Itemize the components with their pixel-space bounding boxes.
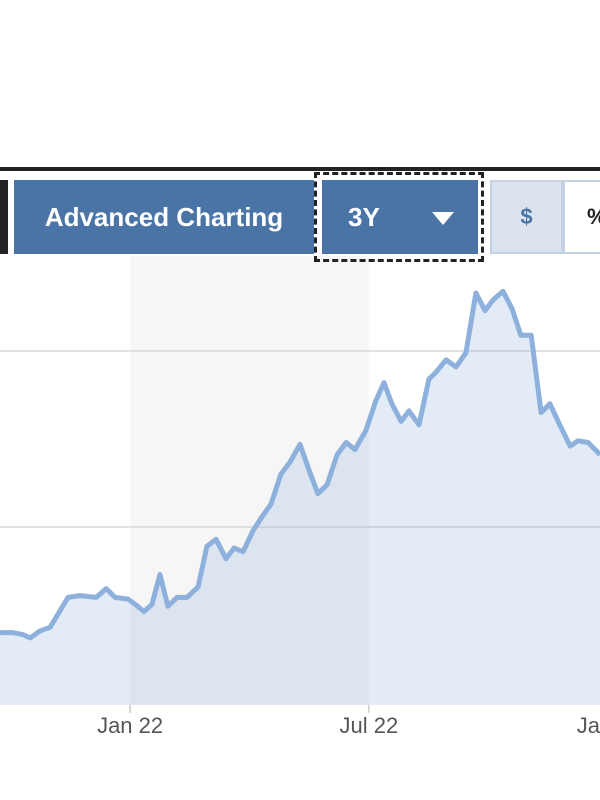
price-line	[0, 288, 600, 641]
percent-button[interactable]: %	[563, 180, 600, 254]
dropdown-arrow	[432, 212, 454, 225]
edge-button[interactable]	[0, 180, 8, 254]
x-tick-label: Jul 22	[339, 713, 398, 738]
range-dropdown[interactable]: 3Y	[322, 180, 478, 254]
focus-outline	[314, 172, 484, 262]
x-tick-label: Jan 22	[97, 713, 163, 738]
dollar-button[interactable]: $	[490, 180, 563, 254]
area-fill	[0, 291, 600, 705]
range-label: 3Y	[348, 201, 380, 232]
toolbar-border	[0, 167, 600, 171]
advanced-charting-button[interactable]: Advanced Charting	[14, 180, 314, 254]
x-tick-label: Ja	[577, 713, 600, 738]
